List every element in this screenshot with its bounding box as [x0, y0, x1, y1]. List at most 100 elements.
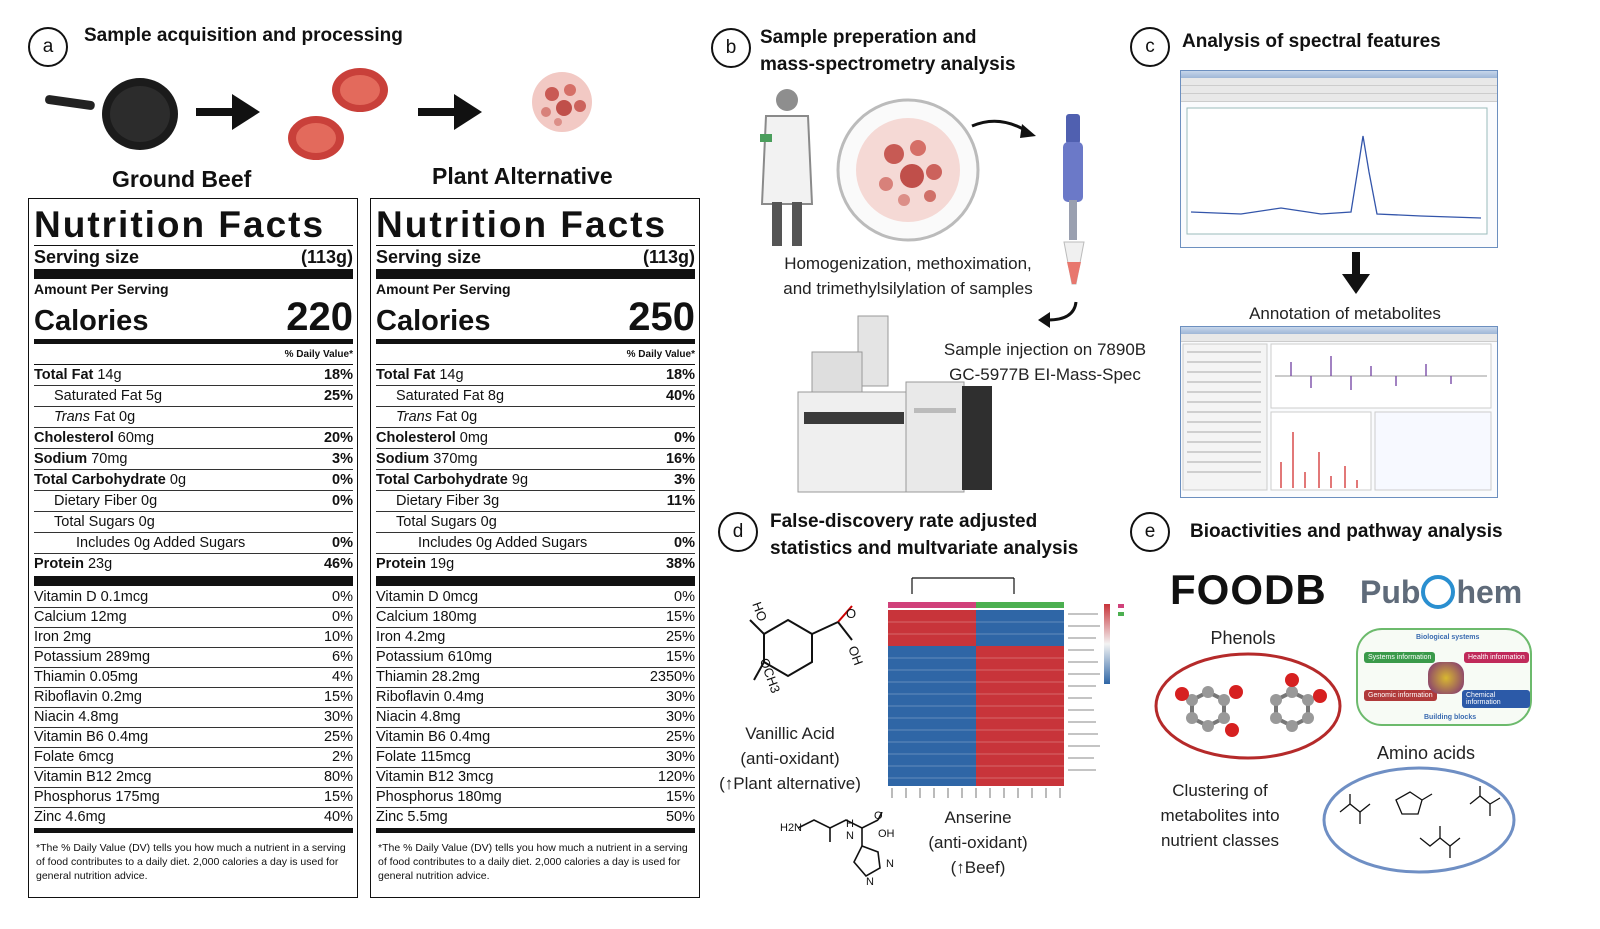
vitamin-name: Iron 2mg: [34, 629, 92, 645]
vitamin-percent: 6%: [332, 649, 353, 665]
daily-value-percent: 0%: [332, 493, 353, 509]
arrow-right-icon: [196, 94, 260, 130]
divider: [34, 576, 353, 586]
amount-per-serving: Amount Per Serving: [34, 281, 169, 297]
vitamin-name: Riboflavin 0.4mg: [376, 689, 484, 705]
vitamin-percent: 30%: [665, 749, 695, 765]
nutrient-name: Total Carbohydrate 0g: [34, 470, 186, 490]
vitamin-name: Niacin 4.8mg: [34, 709, 119, 725]
heatmap: [888, 577, 1124, 798]
vitamin-percent: 40%: [323, 809, 353, 825]
pubchem-box-label: Systems information: [1364, 652, 1436, 663]
ground-beef-label: Ground Beef: [112, 166, 252, 192]
scientist-icon: [760, 89, 814, 246]
nutrient-amount: Includes 0g Added Sugars: [418, 535, 588, 551]
amino-acids-label: Amino acids: [1376, 743, 1476, 763]
clustering-line2: metabolites into: [1160, 806, 1280, 825]
nutrient-row: Sodium 70mg 3%: [34, 449, 353, 470]
vitamin-row: Phosphorus 175mg 15%: [34, 788, 353, 808]
gc-ms-instrument-icon: [797, 315, 992, 493]
nutrient-amount: Dietary Fiber 3g: [396, 493, 500, 509]
pubchem-box-label: Biological systems: [1416, 634, 1480, 641]
nutrient-row: Includes 0g Added Sugars 0%: [34, 533, 353, 554]
nutrient-name: Dietary Fiber 3g: [376, 491, 499, 511]
nutrient-amount: Total Sugars 0g: [54, 514, 155, 530]
vitamin-name: Potassium 610mg: [376, 649, 493, 665]
daily-value-footnote: *The % Daily Value (DV) tells you how mu…: [378, 842, 688, 882]
o-label-2: O: [874, 810, 883, 822]
vitamin-name: Phosphorus 180mg: [376, 789, 502, 805]
vitamin-percent: 15%: [665, 789, 695, 805]
vitamin-row: Iron 4.2mg 25%: [376, 628, 695, 648]
nutrient-name-bold: Cholesterol: [34, 430, 114, 446]
nutrient-name: Cholesterol 60mg: [34, 428, 154, 448]
nutrient-amount: 0mg: [455, 430, 489, 446]
panel-a-marker: a: [28, 27, 68, 67]
panel-d-marker: d: [718, 512, 758, 552]
nutrient-row: Includes 0g Added Sugars 0%: [376, 533, 695, 554]
vitamin-row: Zinc 5.5mg 50%: [376, 808, 695, 828]
nutrient-amount: 19g: [425, 556, 455, 572]
nutrient-name: Protein 19g: [376, 554, 454, 575]
nutrient-amount: Includes 0g Added Sugars: [76, 535, 246, 551]
divider: [34, 339, 353, 344]
amount-per-serving: Amount Per Serving: [376, 281, 511, 297]
vitamin-percent: 25%: [323, 729, 353, 745]
vitamin-row: Vitamin B12 3mcg 120%: [376, 768, 695, 788]
vitamin-percent: 2350%: [649, 669, 695, 685]
injection-caption-line2: GC-5977B EI-Mass-Spec: [949, 365, 1141, 384]
arrow-right-icon-2: [418, 94, 482, 130]
nutrient-row: Cholesterol 0mg 0%: [376, 428, 695, 449]
h-label: H: [846, 818, 854, 830]
vitamin-row: Calcium 180mg 15%: [376, 608, 695, 628]
toolbar: [1181, 94, 1497, 102]
vitamin-row: Niacin 4.8mg 30%: [376, 708, 695, 728]
nutrient-amount: 370mg: [429, 451, 478, 467]
nutrient-name-bold: Protein: [34, 556, 84, 572]
nutrient-row: Total Sugars 0g: [34, 512, 353, 533]
panel-d-title-line2: statistics and multvariate analysis: [770, 538, 1079, 559]
divider: [376, 576, 695, 586]
pubchem-text-b: hem: [1456, 574, 1523, 610]
vitamin-percent: 120%: [657, 769, 695, 785]
nutrient-amount: Total Sugars 0g: [396, 514, 497, 530]
serving-size-label: Serving size: [34, 247, 140, 267]
nutrient-name: Protein 23g: [34, 554, 112, 575]
nutrient-name-bold: Total Carbohydrate: [376, 472, 508, 488]
divider: [376, 269, 695, 279]
daily-value-percent: 0%: [332, 472, 353, 488]
daily-value-percent: 16%: [665, 451, 695, 467]
vitamin-row: Niacin 4.8mg 30%: [34, 708, 353, 728]
chromatogram-plot: [1186, 107, 1488, 235]
nutrient-name: Cholesterol 0mg: [376, 428, 488, 448]
nutrient-name: Includes 0g Added Sugars: [376, 533, 587, 553]
vitamin-percent: 0%: [674, 589, 695, 605]
divider: [34, 269, 353, 279]
panel-c-title: Analysis of spectral features: [1182, 31, 1441, 52]
vitamin-row: Potassium 610mg 15%: [376, 648, 695, 668]
nutrient-name: Trans Fat 0g: [34, 407, 135, 427]
nutrient-amount: 0g: [165, 472, 187, 488]
window-titlebar: [1181, 327, 1497, 334]
daily-value-percent: 40%: [665, 388, 695, 404]
nutrient-amount: 14g: [93, 367, 122, 383]
vitamin-percent: 15%: [665, 609, 695, 625]
kegg-icon: [1428, 662, 1464, 694]
nutrient-row: Saturated Fat 5g 25%: [34, 386, 353, 407]
vitamin-percent: 80%: [323, 769, 353, 785]
vitamin-percent: 25%: [665, 629, 695, 645]
vitamin-name: Calcium 180mg: [376, 609, 477, 625]
serving-size-row: Serving size (113g): [376, 245, 695, 268]
daily-value-percent: 3%: [332, 451, 353, 467]
vitamin-name: Vitamin B6 0.4mg: [376, 729, 491, 745]
vitamin-name: Vitamin B12 3mcg: [376, 769, 494, 785]
petri-dish-icon: [836, 98, 980, 242]
panel-a-title: Sample acquisition and processing: [84, 25, 403, 46]
daily-value-percent: 0%: [674, 535, 695, 551]
vitamin-row: Calcium 12mg 0%: [34, 608, 353, 628]
nutrient-amount: Fat 0g: [432, 409, 478, 425]
vitamin-name: Vitamin B6 0.4mg: [34, 729, 149, 745]
nutrient-amount: Dietary Fiber 0g: [54, 493, 158, 509]
nutrition-facts-title: Nutrition Facts: [34, 204, 326, 245]
vitamin-name: Thiamin 0.05mg: [34, 669, 138, 685]
